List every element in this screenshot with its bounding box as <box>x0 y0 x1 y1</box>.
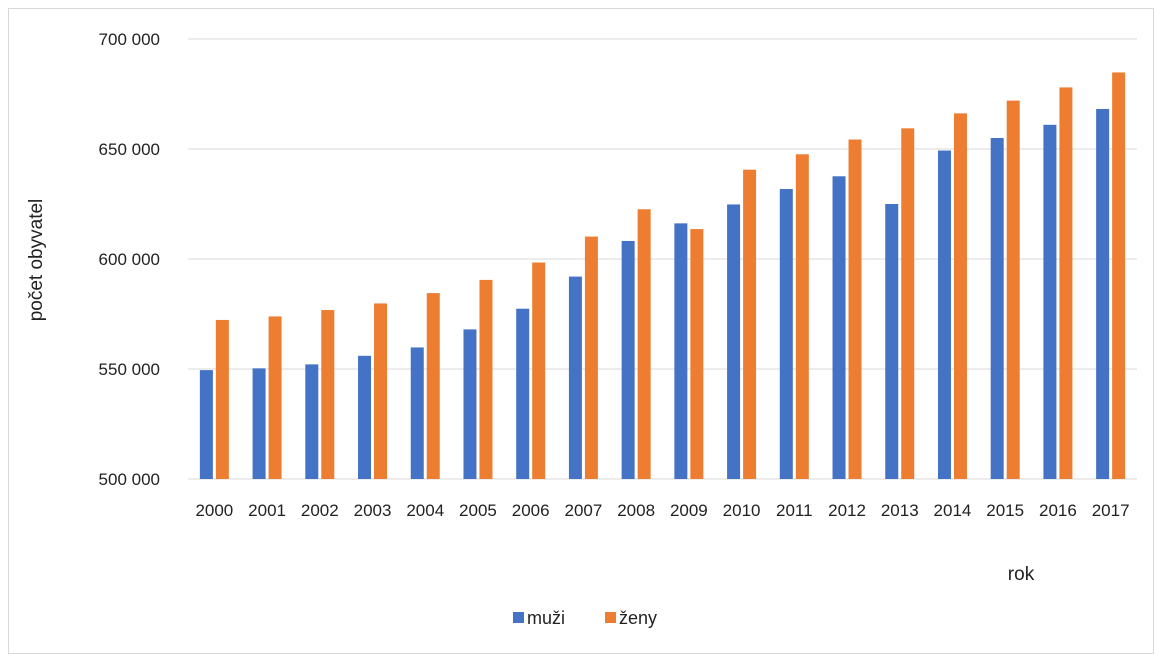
x-tick-label: 2011 <box>776 501 813 520</box>
bar-zeny <box>953 113 967 480</box>
legend-label: ženy <box>619 608 657 628</box>
x-tick-label: 2005 <box>459 501 497 520</box>
bar-muzi <box>885 204 899 479</box>
y-tick-label: 700 000 <box>99 30 160 49</box>
bar-zeny <box>532 262 546 479</box>
bar-zeny <box>268 316 282 479</box>
bar-zeny <box>426 293 440 479</box>
bars <box>199 72 1126 480</box>
x-tick-label: 2008 <box>617 501 655 520</box>
bar-muzi <box>621 240 635 479</box>
bar-muzi <box>674 223 688 479</box>
bar-zeny <box>1006 100 1020 479</box>
bar-muzi <box>1043 124 1057 480</box>
bar-muzi <box>463 329 477 479</box>
y-tick-label: 650 000 <box>99 140 160 159</box>
x-tick-label: 2010 <box>723 501 761 520</box>
x-tick-label: 2009 <box>670 501 708 520</box>
x-tick-label: 2007 <box>565 501 603 520</box>
bar-zeny <box>637 209 651 479</box>
x-tick-labels: 2000 2001 2002 2003 2004 2005 2006 2007 2008 2009… <box>195 501 1129 520</box>
bar-muzi <box>990 138 1004 479</box>
x-tick-label: 2003 <box>354 501 392 520</box>
bar-zeny <box>848 139 862 480</box>
bar-zeny <box>743 169 757 479</box>
bar-zeny <box>584 236 598 479</box>
bar-zeny <box>795 154 809 479</box>
y-tick-label: 550 000 <box>99 360 160 379</box>
gridlines <box>188 38 1137 480</box>
bar-muzi <box>252 368 266 479</box>
x-tick-label: 2001 <box>248 501 286 520</box>
bar-zeny <box>479 279 493 479</box>
bar-zeny <box>1112 72 1126 479</box>
x-tick-label: 2006 <box>512 501 550 520</box>
y-tick-label: 600 000 <box>99 250 160 269</box>
x-tick-label: 2002 <box>301 501 339 520</box>
x-tick-label: 2012 <box>828 501 866 520</box>
y-tick-labels: 500 000 550 000 600 000 650 000 700 000 <box>99 30 160 489</box>
bar-zeny <box>1059 87 1073 480</box>
bar-muzi <box>358 355 372 479</box>
legend-swatch <box>605 612 616 623</box>
bar-muzi <box>305 364 319 479</box>
bar-muzi <box>727 204 741 479</box>
y-axis-title: počet obyvatel <box>26 199 47 322</box>
bar-muzi <box>199 370 213 479</box>
x-tick-label: 2000 <box>195 501 233 520</box>
bar-zeny <box>374 303 388 479</box>
bar-muzi <box>516 308 530 479</box>
x-tick-label: 2014 <box>934 501 972 520</box>
bar-muzi <box>568 276 582 479</box>
bar-zeny <box>901 128 915 479</box>
bar-muzi <box>937 150 951 480</box>
x-tick-label: 2017 <box>1092 501 1130 520</box>
bar-zeny <box>215 319 229 479</box>
x-tick-label: 2013 <box>881 501 919 520</box>
legend-label: muži <box>527 608 565 628</box>
bar-muzi <box>410 347 424 479</box>
x-axis-title: rok <box>1008 564 1035 585</box>
x-tick-label: 2015 <box>986 501 1024 520</box>
y-tick-label: 500 000 <box>99 470 160 489</box>
legend-swatch <box>513 612 524 623</box>
x-tick-label: 2016 <box>1039 501 1077 520</box>
bar-muzi <box>779 189 793 480</box>
x-tick-label: 2004 <box>406 501 444 520</box>
bar-muzi <box>832 176 846 479</box>
bar-muzi <box>1096 108 1110 480</box>
bar-zeny <box>690 229 704 479</box>
bar-zeny <box>321 310 335 479</box>
legend: muži ženy <box>513 608 657 628</box>
